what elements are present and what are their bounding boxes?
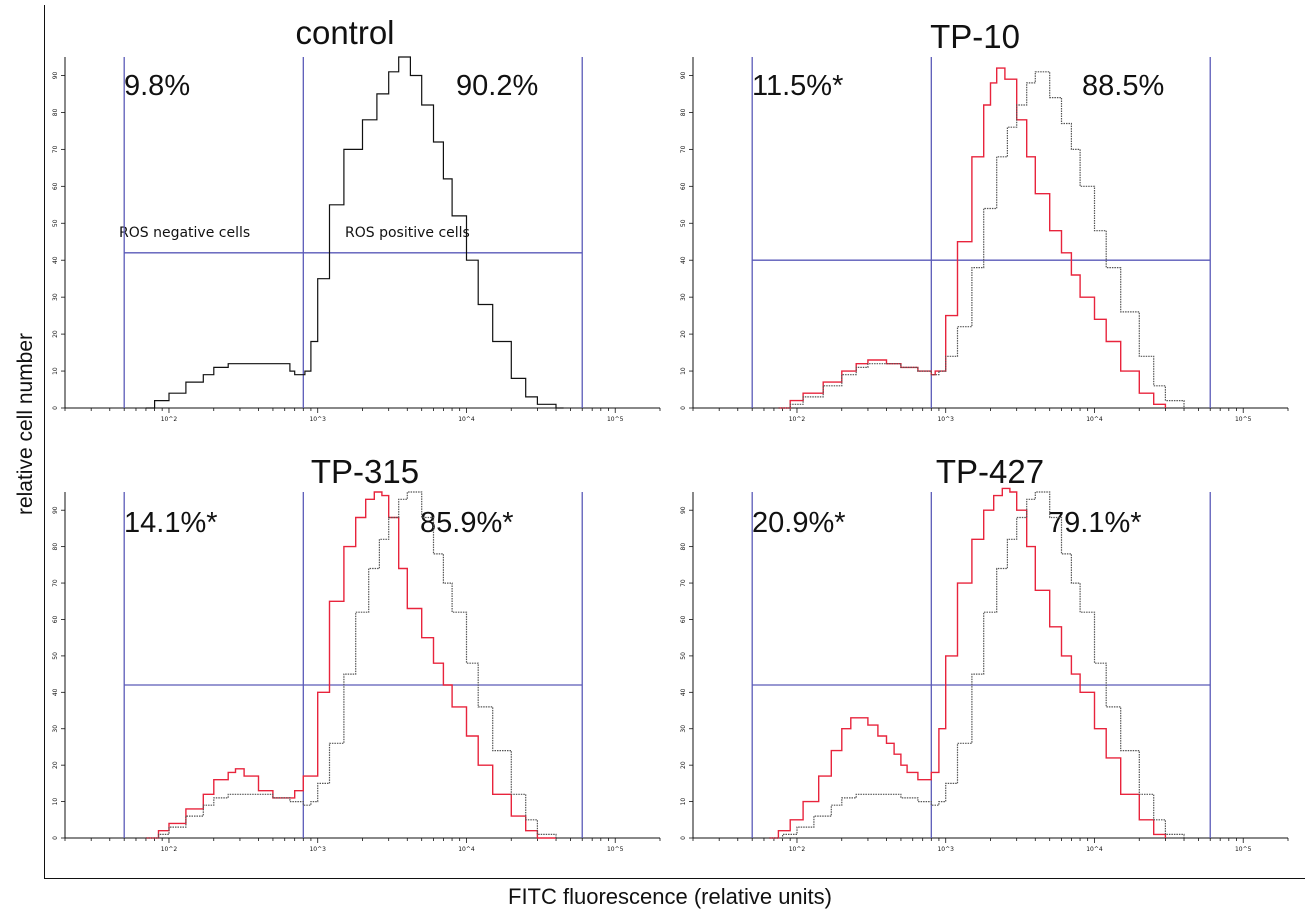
y-tick-label-control: 70 [52,145,59,153]
y-tick-label-control: 80 [52,108,59,116]
x-axis-title: FITC fluorescence (relative units) [508,884,832,909]
panel-title-tp427: TP-427 [935,453,1045,490]
x-tick-label-control: 10^4 [458,416,475,423]
y-tick-label-control: 20 [52,330,59,338]
y-tick-label-tp10: 60 [680,182,687,190]
y-tick-label-tp10: 30 [680,293,687,301]
y-tick-label-tp315: 0 [52,836,59,840]
histogram-treated-tp427 [769,487,1167,839]
figure-axes-frame [44,5,1305,879]
panel-title-tp315: TP-315 [310,453,420,490]
y-tick-label-tp427: 30 [680,725,687,733]
y-tick-label-tp315: 50 [52,652,59,660]
x-tick-label-tp315: 10^3 [309,846,326,853]
y-tick-label-tp10: 70 [680,145,687,153]
y-tick-label-tp315: 70 [52,579,59,587]
pct-positive-tp427: 79.1%* [1048,507,1142,539]
histogram-control-dotted-tp427 [769,491,1185,839]
histogram-control-dotted-tp315 [145,491,557,839]
y-tick-label-tp315: 20 [52,761,59,769]
x-tick-label-tp427: 10^3 [937,846,954,853]
y-tick-label-tp427: 70 [680,579,687,587]
y-tick-label-tp10: 10 [680,367,687,375]
gate-label-positive: ROS positive cells [345,225,470,241]
x-tick-label-tp10: 10^3 [937,416,954,423]
y-tick-label-tp10: 90 [680,71,687,79]
y-tick-label-tp315: 60 [52,615,59,623]
x-tick-label-tp315: 10^4 [458,846,475,853]
y-tick-label-tp315: 90 [52,506,59,514]
histogram-treated-tp10 [778,67,1167,409]
y-tick-label-control: 30 [52,293,59,301]
x-tick-label-tp10: 10^5 [1235,416,1252,423]
y-tick-label-tp315: 40 [52,688,59,696]
y-tick-label-tp315: 80 [52,543,59,551]
pct-positive-tp315: 85.9%* [420,507,514,539]
pct-negative-tp427: 20.9%* [752,507,846,539]
pct-negative-control: 9.8% [124,70,191,102]
y-tick-label-tp427: 80 [680,543,687,551]
x-tick-label-tp10: 10^4 [1086,416,1103,423]
x-tick-label-tp10: 10^2 [789,416,806,423]
histogram-control-dotted-tp10 [778,71,1185,409]
x-tick-label-tp427: 10^5 [1235,846,1252,853]
y-tick-label-control: 0 [52,406,59,410]
x-tick-label-tp315: 10^2 [161,846,178,853]
y-tick-label-tp427: 0 [680,836,687,840]
x-tick-label-tp315: 10^5 [607,846,624,853]
pct-positive-tp10: 88.5% [1082,70,1165,102]
y-tick-label-tp427: 50 [680,652,687,660]
y-tick-label-tp427: 20 [680,761,687,769]
y-tick-label-tp10: 20 [680,330,687,338]
y-tick-label-tp427: 10 [680,798,687,806]
y-tick-label-tp10: 80 [680,108,687,116]
x-tick-label-control: 10^5 [607,416,624,423]
panel-title-tp10: TP-10 [930,18,1020,55]
y-tick-label-control: 40 [52,256,59,264]
pct-positive-control: 90.2% [456,70,539,102]
y-tick-label-tp10: 50 [680,219,687,227]
y-tick-label-tp427: 90 [680,506,687,514]
y-tick-label-tp315: 10 [52,798,59,806]
y-tick-label-tp315: 30 [52,725,59,733]
x-tick-label-tp427: 10^2 [789,846,806,853]
y-tick-label-control: 60 [52,182,59,190]
pct-negative-tp315: 14.1%* [124,507,218,539]
y-tick-label-tp10: 0 [680,406,687,410]
panel-title-control: control [295,14,395,51]
y-tick-label-control: 10 [52,367,59,375]
x-tick-label-tp427: 10^4 [1086,846,1103,853]
histogram-control-solid-control [145,56,564,409]
y-tick-label-tp427: 60 [680,615,687,623]
histogram-treated-tp315 [145,491,556,839]
x-tick-label-control: 10^2 [161,416,178,423]
y-tick-label-tp427: 40 [680,688,687,696]
y-tick-label-control: 50 [52,219,59,227]
x-tick-label-control: 10^3 [309,416,326,423]
gate-label-negative: ROS negative cells [119,225,251,241]
pct-negative-tp10: 11.5%* [752,70,844,102]
y-tick-label-tp10: 40 [680,256,687,264]
y-tick-label-control: 90 [52,71,59,79]
